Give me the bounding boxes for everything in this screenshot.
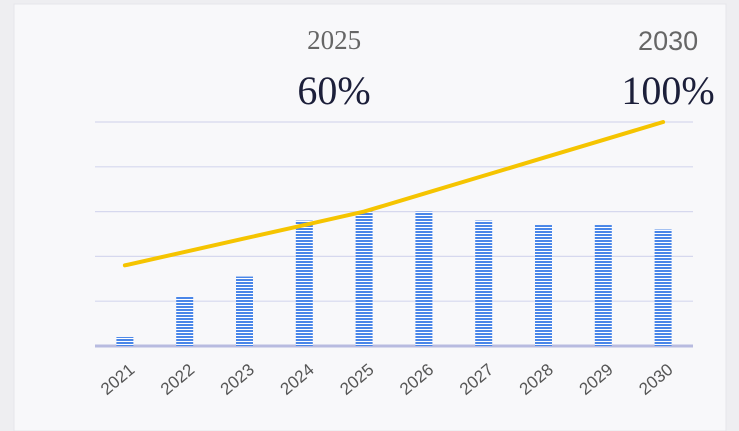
bar — [594, 225, 612, 346]
bar — [295, 220, 313, 346]
annotation-year: 2030 — [638, 26, 698, 56]
bar — [654, 229, 672, 346]
bar — [415, 211, 433, 346]
bar — [116, 337, 134, 346]
annotation-value: 100% — [621, 68, 714, 113]
annotation-year: 2025 — [307, 25, 361, 55]
bar — [475, 220, 493, 346]
annotation-value: 60% — [297, 68, 370, 113]
line — [122, 120, 666, 268]
bar — [176, 296, 194, 346]
bar — [535, 225, 552, 346]
bar — [236, 276, 253, 346]
bar — [355, 211, 373, 346]
